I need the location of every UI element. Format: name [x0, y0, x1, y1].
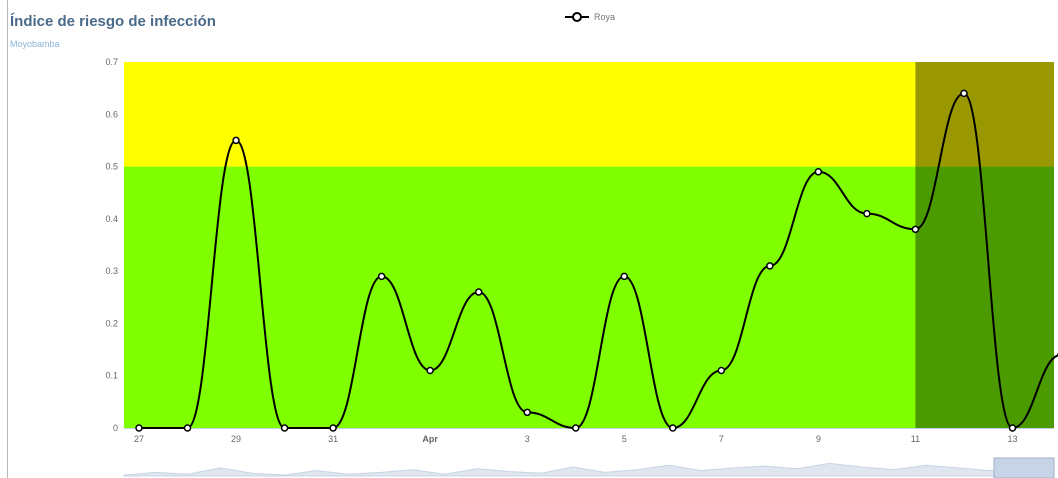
legend-label: Roya	[594, 12, 616, 22]
data-point[interactable]	[280, 424, 289, 432]
data-point[interactable]	[766, 262, 774, 270]
x-tick-label: 5	[622, 434, 627, 444]
forecast-zone-low	[915, 166, 1054, 429]
data-point[interactable]	[669, 424, 677, 432]
data-point[interactable]	[863, 209, 871, 218]
data-point[interactable]	[426, 366, 434, 375]
data-point[interactable]	[329, 424, 337, 432]
data-point[interactable]	[717, 366, 726, 375]
data-point[interactable]	[911, 225, 920, 234]
data-point[interactable]	[1008, 424, 1017, 432]
x-tick-label: 9	[816, 434, 821, 444]
data-point[interactable]	[474, 288, 483, 296]
x-tick-label: 11	[911, 434, 920, 444]
x-tick-label: 13	[1007, 434, 1017, 444]
y-tick-label: 0.1	[105, 371, 118, 381]
data-point[interactable]	[814, 168, 823, 176]
x-tick-label: 31	[328, 434, 338, 444]
y-tick-label: 0.5	[105, 162, 118, 172]
data-point[interactable]	[620, 272, 629, 281]
forecast-zone-high	[915, 62, 1054, 167]
series-line-roya	[139, 92, 1058, 430]
x-tick-label: 7	[719, 434, 724, 444]
legend-marker-icon	[565, 12, 589, 22]
data-point[interactable]	[571, 424, 580, 432]
x-tick-label: 29	[231, 434, 241, 444]
data-point[interactable]	[960, 89, 968, 98]
data-point[interactable]	[377, 272, 386, 281]
y-tick-label: 0.7	[105, 57, 118, 67]
navigator-series	[123, 462, 1055, 477]
x-tick-label: Apr	[422, 434, 438, 444]
x-tick-label: 27	[134, 434, 144, 444]
risk-band-1	[124, 62, 1054, 167]
risk-band-0	[124, 166, 1054, 429]
navigator-handle[interactable]	[993, 457, 1055, 478]
chart-title: Índice de riesgo de infección	[10, 13, 216, 30]
y-tick-label: 0.3	[105, 266, 118, 276]
chart-subtitle: Moyobamba	[10, 39, 60, 49]
data-point[interactable]	[523, 408, 531, 417]
legend-item-roya[interactable]: Roya	[564, 11, 615, 23]
y-tick-label: 0	[113, 423, 118, 433]
y-tick-label: 0.4	[105, 214, 118, 224]
y-tick-label: 0.2	[105, 318, 118, 328]
y-tick-label: 0.6	[105, 109, 118, 119]
chart-frame-border	[7, 0, 8, 478]
data-point[interactable]	[232, 136, 240, 145]
data-point[interactable]	[183, 424, 192, 432]
data-point[interactable]	[135, 424, 143, 432]
x-tick-label: 3	[525, 434, 530, 444]
